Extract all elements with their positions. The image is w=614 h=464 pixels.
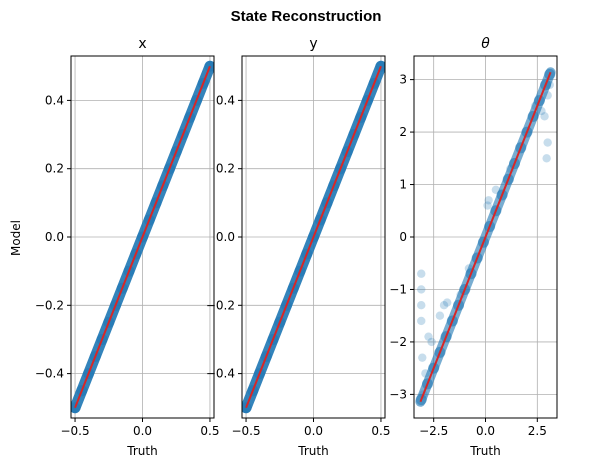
y-tick-label: 0.2 <box>216 162 235 176</box>
x-axis-label: Truth <box>469 444 500 458</box>
identity-line <box>419 71 552 403</box>
scatter-point-outlier <box>421 369 430 378</box>
scatter-point-outlier <box>418 353 427 362</box>
plot-area <box>415 67 556 407</box>
x-tick-label: −0.5 <box>231 424 260 438</box>
identity-line <box>74 65 211 409</box>
y-tick-label: −1 <box>389 282 407 296</box>
y-tick-label: 0.0 <box>45 230 64 244</box>
y-tick-label: 3 <box>399 73 407 87</box>
subplot-1: −0.5 0.0 0.5 −0.4 −0.2 0.0 0.2 0.4 x Truth <box>35 36 220 458</box>
subplot-3: −2.5 0.0 2.5 −3 −2 −1 0 1 2 3 θ Truth <box>389 36 558 458</box>
y-tick-label: −3 <box>389 387 407 401</box>
plot-area <box>242 60 385 414</box>
y-tick-label: 0.2 <box>45 162 64 176</box>
scatter-point-outlier <box>417 269 426 278</box>
scatter-point-outlier <box>464 264 474 273</box>
scatter-point-outlier <box>537 106 546 116</box>
scatter-point-outlier <box>424 332 433 341</box>
x-tick-label: 2.5 <box>528 424 547 438</box>
scatter-point-outlier <box>542 154 551 163</box>
x-tick-label: 0.0 <box>304 424 323 438</box>
scatter-point-outlier <box>540 112 549 121</box>
subplot-2: −0.5 0.0 0.5 −0.4 −0.2 0.0 0.2 0.4 y Truth <box>206 36 391 458</box>
y-tick-label: −0.2 <box>206 298 235 312</box>
scatter-point-outlier <box>483 201 492 210</box>
scatter-point-outlier <box>427 337 436 347</box>
y-tick-label: 0.4 <box>45 93 64 107</box>
scatter-point-outlier <box>417 316 426 326</box>
identity-line <box>245 65 382 409</box>
x-tick-label: 0.5 <box>200 424 219 438</box>
x-tick-label: 0.0 <box>133 424 152 438</box>
scatter-point-outlier <box>484 196 493 205</box>
scatter-point-outlier <box>435 311 445 320</box>
x-axis-label: Truth <box>126 444 157 458</box>
y-tick-label: −0.4 <box>206 367 235 381</box>
y-tick-label: −0.4 <box>35 367 64 381</box>
subplots: −0.5 0.0 0.5 −0.4 −0.2 0.0 0.2 0.4 x Truth −0.5 0.0… <box>35 36 558 458</box>
scatter-point-outlier <box>491 185 501 194</box>
y-tick-label: 0.0 <box>216 230 235 244</box>
subplot-title: y <box>309 36 317 52</box>
y-tick-label: −2 <box>389 335 407 349</box>
x-tick-label: 0.0 <box>476 424 495 438</box>
scatter-point-outlier <box>442 298 452 307</box>
subplot-title: x <box>138 36 146 52</box>
scatter-point-outlier <box>543 138 552 147</box>
scatter-point-outlier <box>439 301 449 310</box>
y-axis-label: Model <box>9 220 23 256</box>
y-tick-label: 1 <box>399 178 407 192</box>
scatter-point-outlier <box>417 285 426 294</box>
x-tick-label: −2.5 <box>419 424 448 438</box>
plot-area <box>71 60 214 414</box>
x-axis-label: Truth <box>297 444 328 458</box>
y-tick-label: −0.2 <box>35 298 64 312</box>
subplot-title: θ <box>481 36 490 52</box>
chart-title: State Reconstruction <box>231 8 382 25</box>
y-tick-label: 0.4 <box>216 93 235 107</box>
y-tick-label: 2 <box>399 125 407 139</box>
y-tick-label: 0 <box>399 230 407 244</box>
scatter-point-outlier <box>417 301 426 310</box>
scatter-point-outlier <box>543 91 552 100</box>
x-tick-label: 0.5 <box>371 424 390 438</box>
scatter-point-outlier <box>545 80 554 90</box>
x-tick-label: −0.5 <box>60 424 89 438</box>
